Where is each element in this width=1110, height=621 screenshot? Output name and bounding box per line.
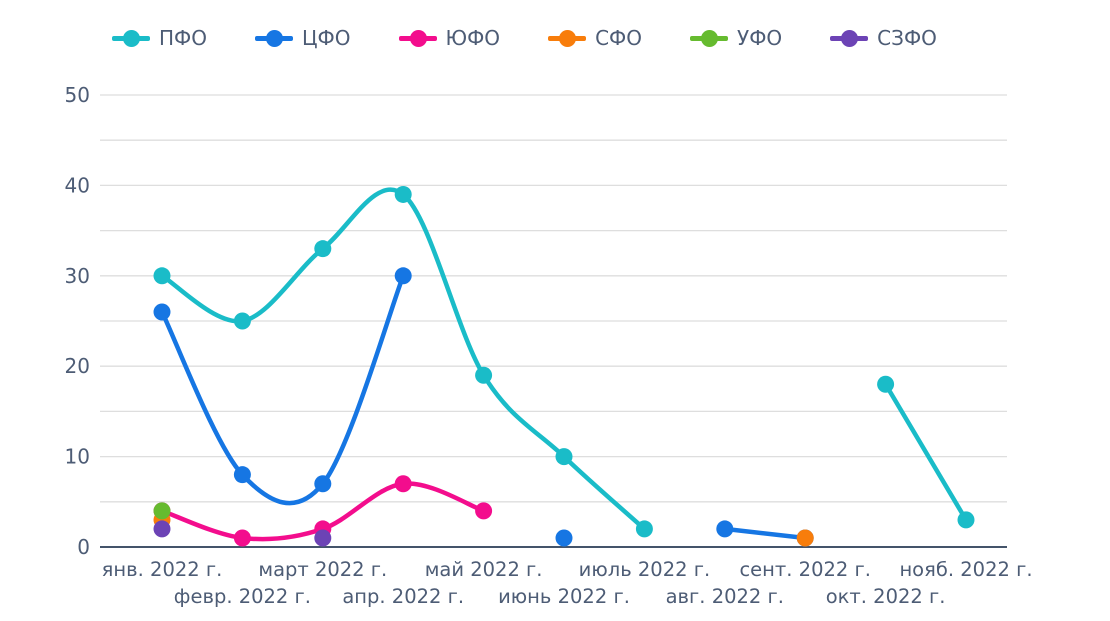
data-point bbox=[957, 511, 975, 529]
y-tick-label: 20 bbox=[65, 354, 90, 378]
x-tick-label: нояб. 2022 г. bbox=[899, 558, 1032, 581]
legend-item-СЗФО[interactable]: СЗФО bbox=[830, 26, 937, 50]
x-tick-label: июнь 2022 г. bbox=[498, 585, 630, 608]
series-СЗФО bbox=[153, 520, 332, 547]
series-ПФО bbox=[153, 185, 975, 538]
series-line bbox=[883, 382, 969, 523]
data-point bbox=[153, 502, 171, 520]
data-point bbox=[555, 529, 573, 547]
data-point bbox=[314, 529, 332, 547]
x-tick-label: янв. 2022 г. bbox=[102, 558, 223, 581]
data-point bbox=[877, 375, 895, 393]
data-point bbox=[475, 502, 493, 520]
y-tick-label: 10 bbox=[65, 445, 90, 469]
legend-label: ЦФО bbox=[302, 26, 351, 50]
legend-item-СФО[interactable]: СФО bbox=[548, 26, 642, 50]
legend-series-marker-icon bbox=[830, 29, 869, 47]
x-tick-label: май 2022 г. bbox=[425, 558, 543, 581]
y-axis-labels: 0 10 20 30 40 50 bbox=[65, 83, 90, 559]
y-tick-label: 30 bbox=[65, 264, 90, 288]
x-tick-label: апр. 2022 г. bbox=[342, 585, 464, 608]
legend-item-УФО[interactable]: УФО bbox=[690, 26, 782, 50]
data-point bbox=[394, 475, 412, 493]
x-axis-labels: янв. 2022 г. февр. 2022 г. март 2022 г. апр… bbox=[102, 558, 1033, 608]
data-point bbox=[394, 185, 412, 203]
x-tick-label: июль 2022 г. bbox=[579, 558, 711, 581]
legend-item-ЦФО[interactable]: ЦФО bbox=[255, 26, 351, 50]
y-tick-label: 50 bbox=[65, 83, 90, 107]
series-line bbox=[159, 273, 406, 506]
series-line bbox=[722, 526, 808, 541]
data-point bbox=[153, 303, 171, 321]
legend-series-marker-icon bbox=[690, 29, 728, 47]
data-point bbox=[233, 466, 251, 484]
data-point bbox=[153, 520, 171, 538]
y-tick-label: 40 bbox=[65, 173, 90, 197]
series-ЮФО bbox=[153, 475, 493, 547]
legend-item-ЮФО[interactable]: ЮФО bbox=[398, 26, 501, 50]
data-point bbox=[796, 529, 814, 547]
data-point bbox=[314, 475, 332, 493]
x-tick-label: окт. 2022 г. bbox=[826, 585, 946, 608]
legend-label: УФО bbox=[737, 26, 783, 50]
data-point bbox=[716, 520, 734, 538]
legend-series-marker-icon bbox=[398, 29, 437, 47]
chart-legend: ПФО ЦФО ЮФО СФО УФО СЗФО bbox=[112, 26, 937, 50]
data-point bbox=[233, 312, 251, 330]
legend-series-marker-icon bbox=[255, 29, 293, 47]
x-tick-label: авг. 2022 г. bbox=[666, 585, 784, 608]
gridlines bbox=[100, 94, 1007, 503]
x-tick-label: февр. 2022 г. bbox=[174, 585, 311, 608]
legend-label: ЮФО bbox=[445, 26, 501, 50]
legend-label: СЗФО bbox=[877, 26, 937, 50]
series-УФО bbox=[153, 502, 171, 520]
data-point bbox=[475, 366, 493, 384]
data-point bbox=[153, 267, 171, 285]
legend-label: ПФО bbox=[159, 26, 207, 50]
y-tick-label: 0 bbox=[77, 535, 90, 559]
legend-label: СФО bbox=[595, 26, 642, 50]
data-point bbox=[394, 267, 412, 285]
data-point bbox=[314, 240, 332, 258]
data-point bbox=[635, 520, 653, 538]
legend-series-marker-icon bbox=[112, 29, 150, 47]
x-tick-label: сент. 2022 г. bbox=[739, 558, 871, 581]
data-point bbox=[555, 448, 573, 466]
data-point bbox=[233, 529, 251, 547]
legend-series-marker-icon bbox=[548, 29, 587, 47]
x-tick-label: март 2022 г. bbox=[258, 558, 387, 581]
legend-item-ПФО[interactable]: ПФО bbox=[112, 26, 207, 50]
